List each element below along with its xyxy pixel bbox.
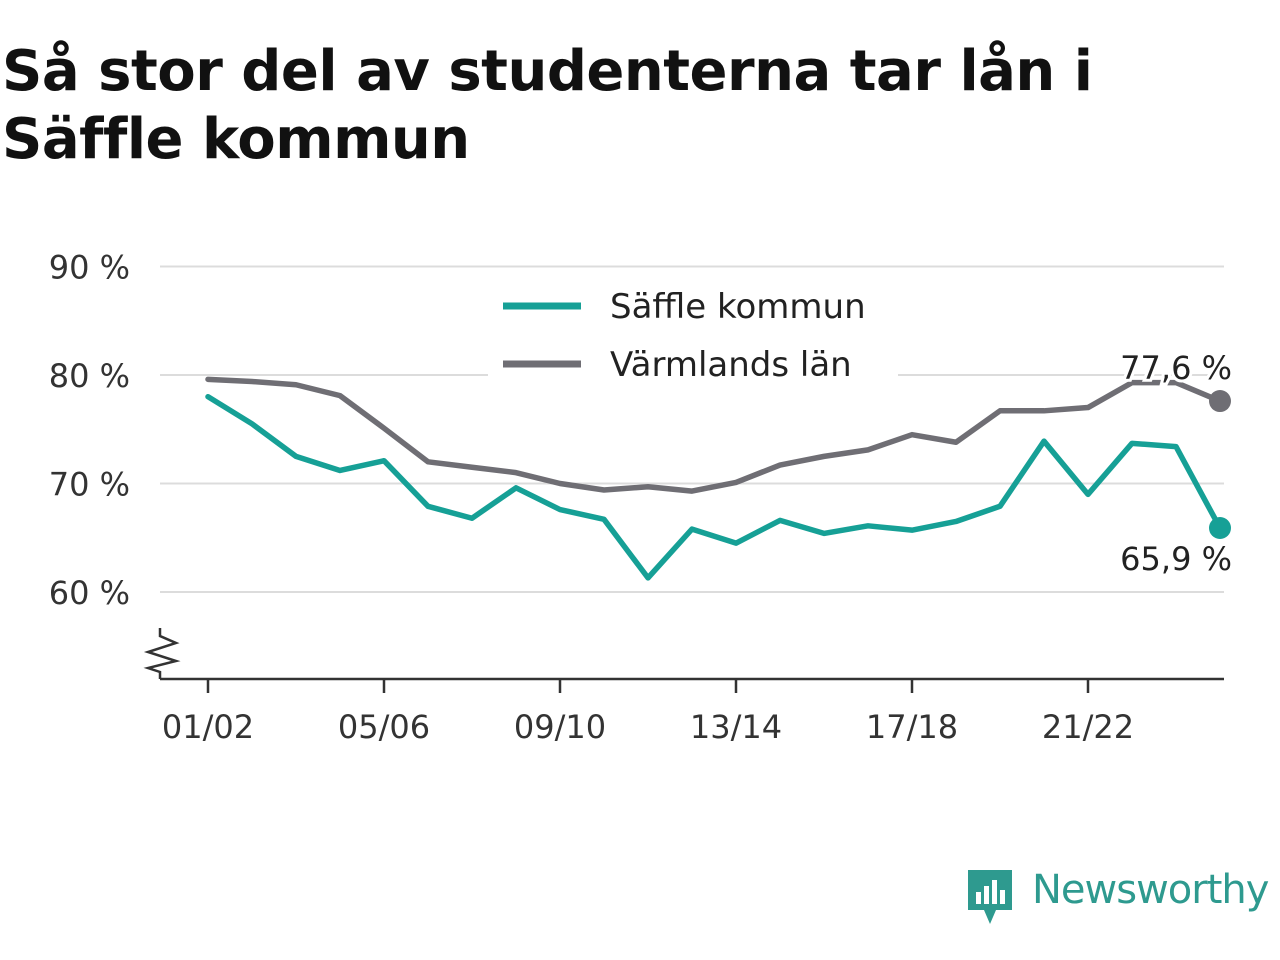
series-end-point (1209, 390, 1231, 413)
x-tick-label: 09/10 (514, 708, 606, 746)
newsworthy-logo-icon (968, 870, 1012, 924)
series-line (205, 376, 1223, 494)
brand-name: Newsworthy (1032, 867, 1269, 913)
y-tick-label: 70 % (49, 466, 130, 504)
chart-title: Så stor del av studenterna tar lån i Säf… (2, 39, 1093, 172)
axis-break-zigzag (143, 628, 181, 679)
legend-label: Värmlands län (610, 345, 852, 385)
x-tick-label: 13/14 (690, 708, 782, 746)
x-tick-label: 17/18 (866, 708, 958, 746)
legend-background (488, 280, 898, 388)
y-tick-label: 60 % (49, 574, 130, 612)
end-label: 65,9 % (1120, 540, 1232, 578)
end-label: 77,6 % (1120, 349, 1232, 387)
x-tick-label: 05/06 (338, 708, 430, 746)
series-end-point (1209, 516, 1231, 539)
end-labels: 77,6 % 65,9 % (1117, 346, 1235, 581)
y-tick-label: 90 % (49, 249, 130, 287)
legend: Säffle kommun Värmlands län (488, 280, 898, 388)
x-tick-label: 01/02 (162, 708, 254, 746)
x-tick-label: 21/22 (1042, 708, 1134, 746)
axes (143, 628, 1224, 681)
y-tick-label: 80 % (49, 357, 130, 395)
y-axis-tick-labels: 60 % 70 % 80 % 90 % (49, 249, 130, 613)
series-line (205, 393, 1223, 581)
newsworthy-logo[interactable]: Newsworthy (964, 864, 1280, 928)
series-lines (205, 376, 1231, 581)
x-axis-ticks: 01/02 05/06 09/10 13/14 17/18 21/22 (162, 679, 1134, 746)
legend-label: Säffle kommun (610, 287, 866, 327)
